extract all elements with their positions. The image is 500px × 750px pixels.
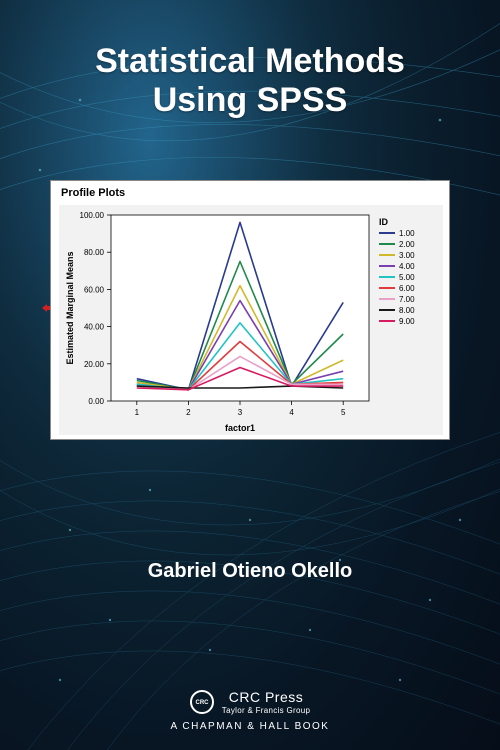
svg-text:2: 2 (186, 408, 191, 417)
svg-text:3: 3 (238, 408, 243, 417)
chart-panel-title: Profile Plots (61, 187, 125, 199)
svg-text:5.00: 5.00 (399, 273, 415, 282)
svg-text:1.00: 1.00 (399, 229, 415, 238)
title-line-1: Statistical Methods (30, 42, 470, 81)
svg-text:0.00: 0.00 (88, 397, 104, 406)
publisher-group: Taylor & Francis Group (222, 706, 310, 715)
publisher-imprint: A CHAPMAN & HALL BOOK (0, 721, 500, 732)
title-line-2: Using SPSS (30, 81, 470, 120)
svg-text:9.00: 9.00 (399, 317, 415, 326)
chart-panel: Profile Plots 0.00 20.00 40.00 60.00 80.00 10… (50, 180, 450, 440)
svg-text:3.00: 3.00 (399, 251, 415, 260)
svg-text:Estimated Marginal Means: Estimated Marginal Means (65, 251, 75, 364)
svg-text:1: 1 (135, 408, 140, 417)
svg-text:80.00: 80.00 (84, 248, 105, 257)
svg-text:40.00: 40.00 (84, 323, 105, 332)
svg-text:6.00: 6.00 (399, 284, 415, 293)
publisher-name: CRC Press (222, 689, 310, 705)
svg-text:60.00: 60.00 (84, 285, 105, 294)
svg-text:2.00: 2.00 (399, 240, 415, 249)
svg-text:ID: ID (379, 217, 389, 227)
svg-text:4: 4 (289, 408, 294, 417)
svg-text:8.00: 8.00 (399, 306, 415, 315)
author-name: Gabriel Otieno Okello (0, 560, 500, 583)
book-title: Statistical Methods Using SPSS (0, 42, 500, 120)
svg-text:7.00: 7.00 (399, 295, 415, 304)
publisher-block: CRC CRC Press Taylor & Francis Group A C… (0, 689, 500, 732)
book-cover: Statistical Methods Using SPSS Profile P… (0, 0, 500, 750)
svg-text:20.00: 20.00 (84, 360, 105, 369)
profile-plot-chart: 0.00 20.00 40.00 60.00 80.00 100.00 1 2 3 4 5 facto… (59, 205, 443, 435)
svg-text:CRC: CRC (195, 700, 209, 706)
svg-text:4.00: 4.00 (399, 262, 415, 271)
svg-text:factor1: factor1 (225, 423, 255, 433)
svg-text:5: 5 (341, 408, 346, 417)
svg-text:100.00: 100.00 (80, 211, 105, 220)
publisher-logo-icon: CRC (190, 690, 214, 714)
